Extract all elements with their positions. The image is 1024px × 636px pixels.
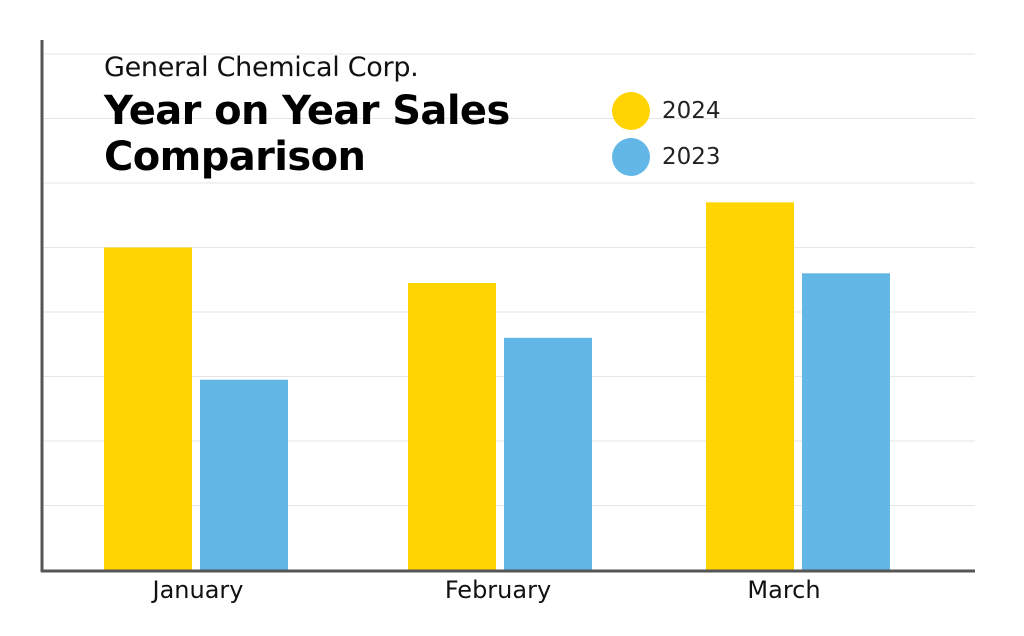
x-tick-label-february: February: [444, 576, 552, 604]
bar-january-2023: [200, 379, 288, 570]
legend: 2024 2023: [612, 88, 721, 180]
legend-label-2023: 2023: [662, 144, 721, 170]
bar-february-2023: [504, 337, 592, 570]
legend-swatch-2024: [612, 92, 650, 130]
legend-item-2024: 2024: [612, 88, 721, 134]
x-tick-label-march: March: [747, 576, 821, 604]
bar-march-2023: [802, 273, 890, 570]
axes: [40, 40, 975, 573]
legend-label-2024: 2024: [662, 98, 721, 124]
bars: [104, 202, 890, 570]
chart-title: Year on Year Sales Comparison: [104, 88, 510, 180]
chart-subtitle: General Chemical Corp.: [104, 52, 419, 83]
bar-march-2024: [706, 202, 794, 570]
bar-february-2024: [408, 282, 496, 570]
x-tick-label-january: January: [152, 576, 244, 604]
legend-swatch-2023: [612, 138, 650, 176]
bar-january-2024: [104, 247, 192, 570]
legend-item-2023: 2023: [612, 134, 721, 180]
